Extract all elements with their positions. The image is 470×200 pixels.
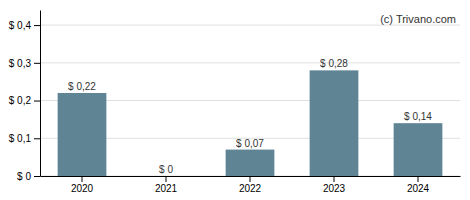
- grid: [40, 25, 460, 176]
- data-label: $ 0,14: [404, 111, 432, 122]
- x-tick-label: 2021: [155, 183, 178, 194]
- plot: $ 0$ 0,1$ 0,2$ 0,3$ 0,420202021202220232…: [9, 11, 461, 195]
- y-tick: $ 0: [17, 171, 40, 182]
- x-tick-mark: [250, 176, 251, 182]
- x-tick-label: 2023: [323, 183, 346, 194]
- y-tick-label: $ 0,2: [9, 95, 32, 106]
- data-label: $ 0: [159, 164, 173, 175]
- data-labels: $ 0,22 $ 0 $ 0,07 $ 0,28 $ 0,14: [68, 58, 432, 175]
- bar: [310, 70, 359, 176]
- y-tick-mark: [34, 25, 40, 26]
- data-label: $ 0,28: [320, 58, 348, 69]
- y-tick-mark: [34, 138, 40, 139]
- y-tick-mark: [34, 63, 40, 64]
- y-tick: $ 0,4: [9, 20, 40, 31]
- y-tick-label: $ 0,3: [9, 58, 32, 69]
- y-tick-mark: [34, 101, 40, 102]
- x-tick-mark: [418, 176, 419, 182]
- bar: [58, 93, 107, 176]
- y-axis: $ 0 $ 0,1 $ 0,2 $ 0,3 $ 0,4: [9, 11, 41, 182]
- x-axis: 2020 2021 2022 2023 2024: [41, 176, 461, 194]
- x-tick: 2024: [407, 176, 430, 194]
- watermark: (c) Trivano.com: [380, 13, 456, 25]
- y-tick-label: $ 0,4: [9, 20, 32, 31]
- data-label: $ 0,22: [68, 81, 96, 92]
- x-tick-mark: [334, 176, 335, 182]
- chart: $ 0$ 0,1$ 0,2$ 0,3$ 0,420202021202220232…: [0, 0, 470, 200]
- bar: [142, 176, 191, 177]
- x-tick-label: 2024: [407, 183, 430, 194]
- x-tick-label: 2020: [71, 183, 94, 194]
- y-tick: $ 0,3: [9, 58, 40, 69]
- x-tick: 2022: [239, 176, 262, 194]
- grid-line: [40, 62, 460, 63]
- y-tick-mark: [34, 176, 40, 177]
- x-tick: 2021: [155, 176, 178, 194]
- y-tick-label: $ 0: [17, 171, 31, 182]
- bar: [394, 123, 443, 176]
- y-tick: $ 0,1: [9, 133, 40, 144]
- bar: [226, 150, 275, 176]
- x-tick-mark: [166, 176, 167, 182]
- x-tick-label: 2022: [239, 183, 262, 194]
- x-tick-mark: [82, 176, 83, 182]
- y-tick: $ 0,2: [9, 95, 40, 106]
- bars: [58, 70, 443, 176]
- data-label: $ 0,07: [236, 138, 264, 149]
- y-tick-label: $ 0,1: [9, 133, 32, 144]
- x-tick: 2023: [323, 176, 346, 194]
- x-tick: 2020: [71, 176, 94, 194]
- y-axis-line: [40, 11, 41, 177]
